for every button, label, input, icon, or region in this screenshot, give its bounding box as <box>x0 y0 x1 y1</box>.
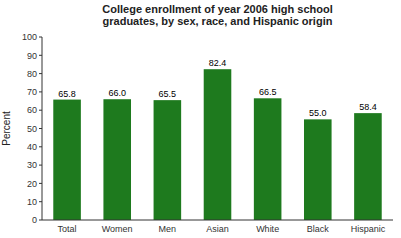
y-tick-label: 10 <box>27 197 37 207</box>
y-tick-label: 50 <box>27 124 37 134</box>
x-tick-label: Asian <box>206 224 229 234</box>
data-label: 65.5 <box>159 89 177 99</box>
y-tick <box>39 73 42 74</box>
y-tick-label: 100 <box>22 32 37 42</box>
y-tick <box>39 128 42 129</box>
data-label: 66.0 <box>108 88 126 98</box>
chart: College enrollment of year 2006 high sch… <box>0 0 401 238</box>
y-tick-label: 20 <box>27 179 37 189</box>
x-tick-label: White <box>256 224 279 234</box>
data-label: 55.0 <box>309 108 327 118</box>
y-tick-label: 80 <box>27 69 37 79</box>
bar <box>103 99 131 220</box>
y-tick <box>39 146 42 147</box>
y-tick <box>39 55 42 56</box>
x-axis-line <box>42 220 393 221</box>
y-axis-label: Percent <box>1 111 12 146</box>
bar <box>204 69 232 220</box>
y-tick-label: 70 <box>27 87 37 97</box>
title-line: College enrollment of year 2006 high sch… <box>102 3 332 15</box>
bars <box>53 69 381 220</box>
y-tick-label: 90 <box>27 51 37 61</box>
y-tick <box>39 183 42 184</box>
y-tick <box>39 110 42 111</box>
y-tick-label: 60 <box>27 105 37 115</box>
y-tick-label: 0 <box>32 215 37 225</box>
x-tick-label: Black <box>307 224 330 234</box>
bar <box>154 100 182 220</box>
bar <box>354 113 382 220</box>
x-tick-label: Women <box>102 224 133 234</box>
bar <box>304 119 332 220</box>
y-tick-label: 30 <box>27 160 37 170</box>
y-tick <box>39 220 42 221</box>
y-tick-label: 40 <box>27 142 37 152</box>
title: College enrollment of year 2006 high sch… <box>102 3 332 27</box>
y-tick <box>39 37 42 38</box>
x-tick-label: Hispanic <box>351 224 386 234</box>
data-label: 65.8 <box>58 89 76 99</box>
data-label: 82.4 <box>209 58 227 68</box>
bar <box>53 100 81 220</box>
background <box>0 0 401 238</box>
title-line: graduates, by sex, race, and Hispanic or… <box>103 15 333 27</box>
x-tick-label: Total <box>58 224 77 234</box>
y-tick <box>39 165 42 166</box>
data-label: 66.5 <box>259 87 277 97</box>
bar <box>254 98 282 220</box>
x-tick-label: Men <box>159 224 177 234</box>
data-label: 58.4 <box>359 102 377 112</box>
y-tick <box>39 91 42 92</box>
y-tick <box>39 201 42 202</box>
chart-container: College enrollment of year 2006 high sch… <box>0 0 401 238</box>
